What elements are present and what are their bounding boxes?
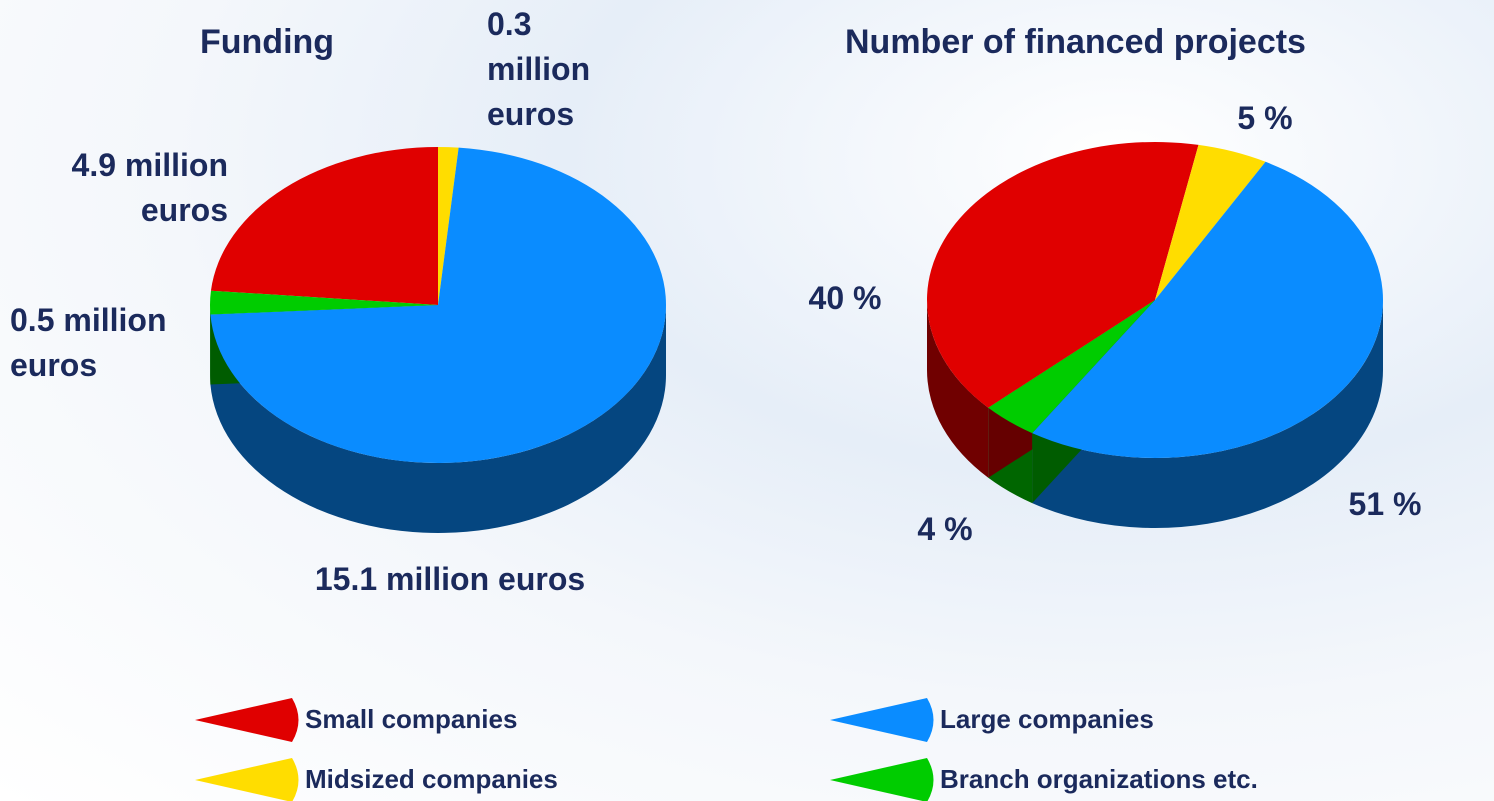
data-label: 5 % (1237, 100, 1293, 136)
pie-slice (927, 142, 1199, 408)
data-label: 51 % (1348, 486, 1422, 522)
data-label: 15.1 million euros (314, 561, 586, 597)
pie-slice (1032, 161, 1384, 459)
pie-slice-side (1032, 300, 1383, 528)
legend-label: Midsized companies (305, 764, 558, 794)
pie-slice (988, 300, 1155, 434)
legend-swatch (195, 758, 299, 801)
data-label: 4 % (917, 511, 973, 547)
data-label: 0.5 million euros (10, 302, 167, 383)
data-label: 40 % (808, 280, 882, 316)
pie-slice-side (927, 300, 989, 478)
data-label: 4.9 million euros (71, 147, 228, 228)
pie-slice-side (210, 305, 667, 534)
chart-title: Funding (200, 23, 335, 61)
pie-slice (210, 147, 667, 463)
pie-slice (210, 290, 438, 315)
legend-label: Large companies (940, 704, 1154, 734)
pie-slice (1155, 144, 1266, 300)
pie-slice (210, 147, 438, 305)
pie-slice (438, 147, 459, 305)
data-label: 0.3 million euros (487, 6, 591, 132)
legend-label: Branch organizations etc. (940, 764, 1258, 794)
chart-title: Number of financed projects (845, 23, 1306, 61)
legend-swatch (195, 698, 299, 742)
legend-label: Small companies (305, 704, 518, 734)
legend-swatch (830, 698, 934, 742)
legend-swatch (830, 758, 934, 801)
